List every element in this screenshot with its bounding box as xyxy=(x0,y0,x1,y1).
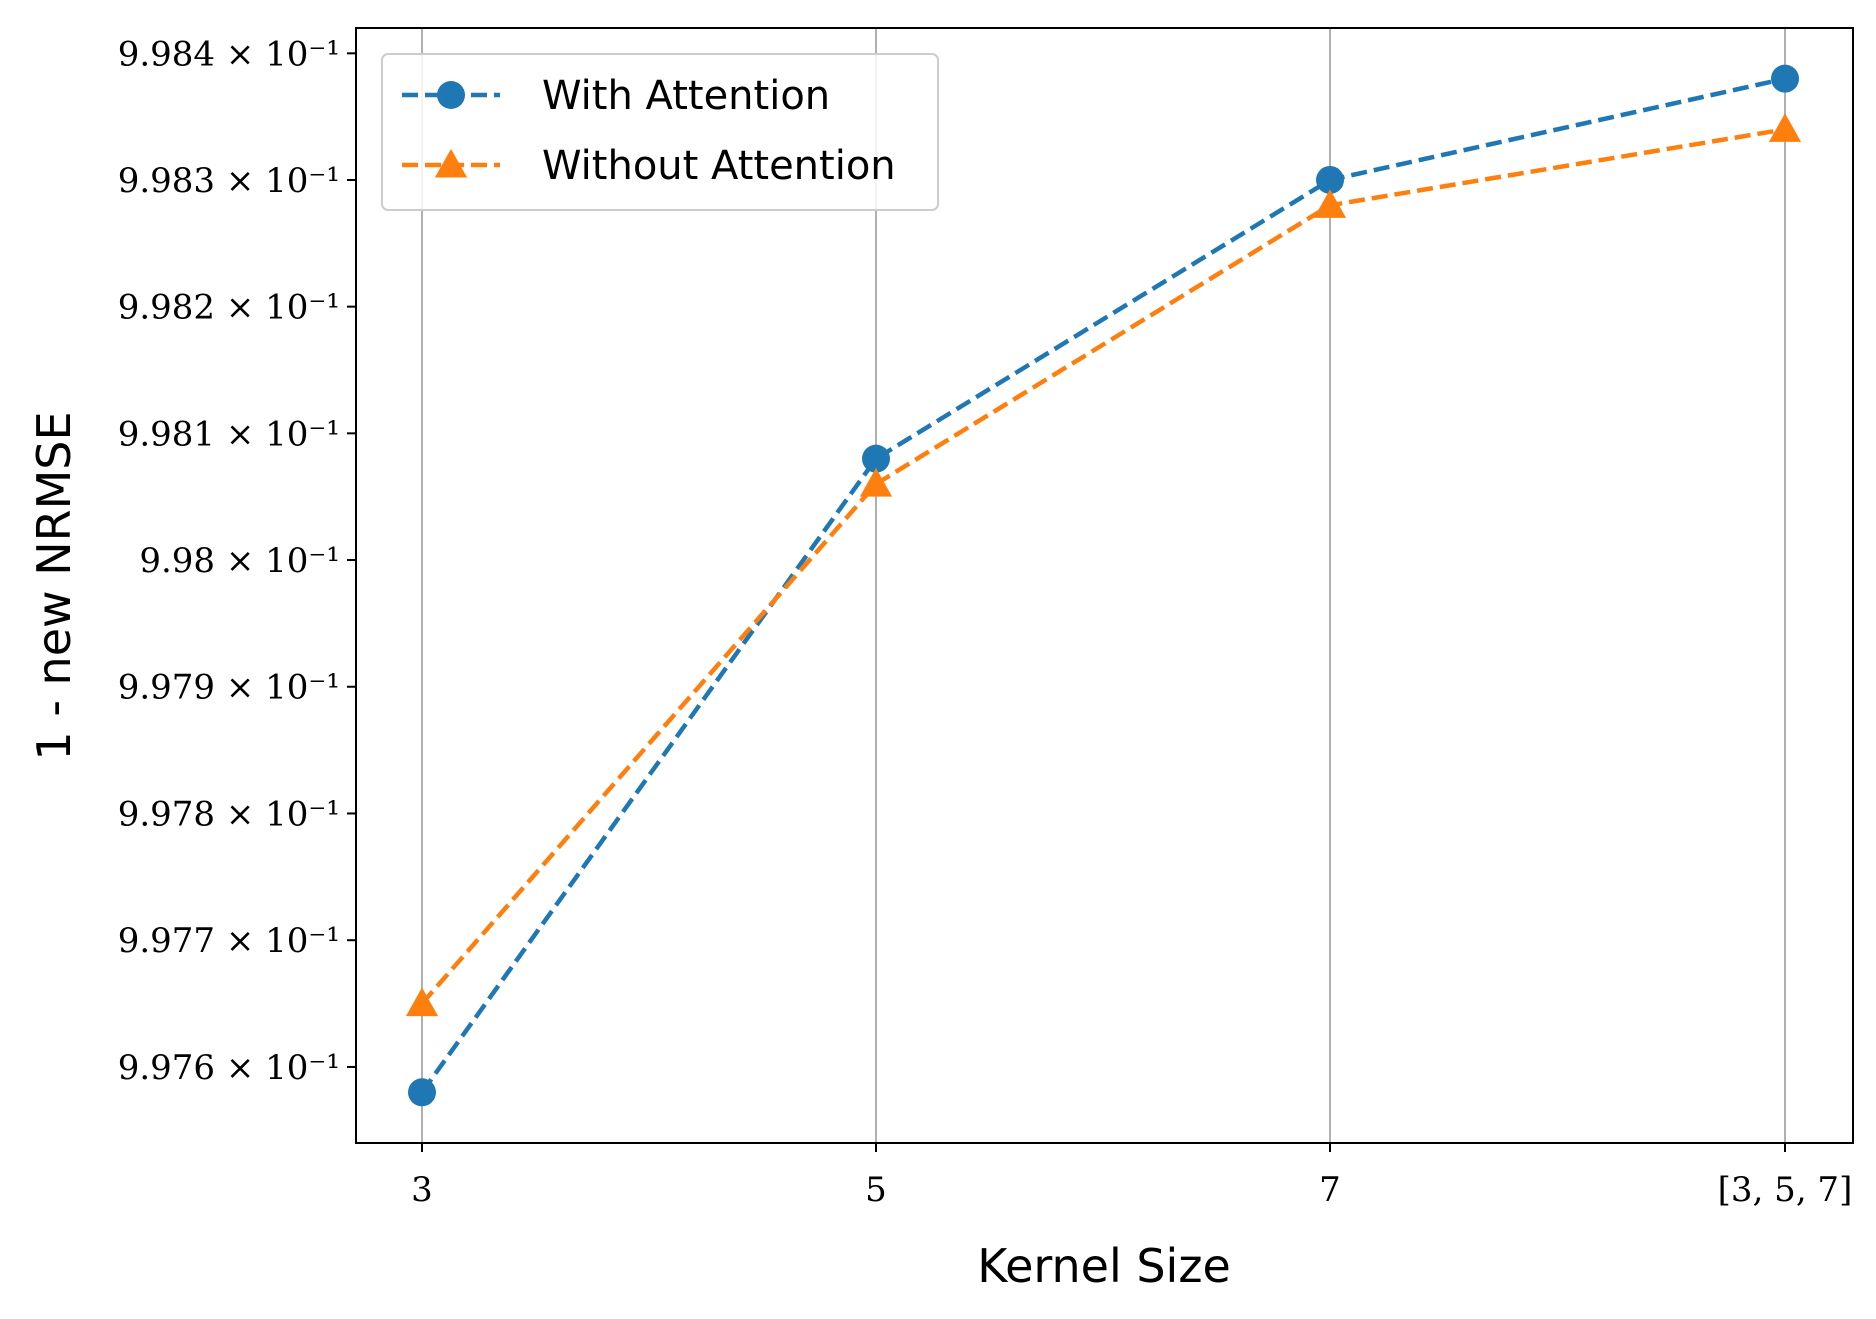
ticks-layer: 3 5 7 [3, 5, 7] 9.976 × 10⁻¹ 9.977 × 10⁻¹ 9.97… xyxy=(118,34,1853,1210)
data-point-with-attention xyxy=(1316,165,1344,194)
data-point-without-attention xyxy=(405,987,439,1017)
x-tick-label: 7 xyxy=(1319,1170,1341,1210)
legend-label-without-attention: Without Attention xyxy=(542,143,896,189)
x-axis-label: Kernel Size xyxy=(977,1239,1231,1293)
legend-marker-without-attention xyxy=(434,148,468,178)
y-tick-label: 9.983 × 10⁻¹ xyxy=(118,161,340,201)
x-tick-label: [3, 5, 7] xyxy=(1718,1170,1853,1210)
legend-label-with-attention: With Attention xyxy=(542,73,830,119)
legend-marker-with-attention xyxy=(437,81,465,109)
y-tick-label: 9.982 × 10⁻¹ xyxy=(118,288,340,328)
series-line-without-attention xyxy=(420,127,1786,1006)
y-tick-label: 9.976 × 10⁻¹ xyxy=(118,1048,340,1088)
plot-frame xyxy=(355,27,1854,1144)
data-point-without-attention xyxy=(859,467,893,497)
y-tick-label: 9.978 × 10⁻¹ xyxy=(118,794,340,834)
y-tick-label: 9.979 × 10⁻¹ xyxy=(118,668,340,708)
x-tick-label: 5 xyxy=(865,1170,887,1210)
series-layer xyxy=(405,64,1802,1107)
y-tick-label: 9.981 × 10⁻¹ xyxy=(118,414,340,454)
y-tick-label: 9.977 × 10⁻¹ xyxy=(118,921,340,961)
data-point-with-attention xyxy=(862,444,890,473)
data-point-with-attention xyxy=(408,1078,436,1107)
y-tick-label: 9.984 × 10⁻¹ xyxy=(118,34,340,74)
legend-box xyxy=(381,53,939,211)
data-point-without-attention xyxy=(1768,113,1802,142)
data-point-with-attention xyxy=(1771,64,1799,93)
legend: With Attention Without Attention xyxy=(381,53,939,211)
series-line-with-attention xyxy=(420,76,1786,1094)
y-axis-label: 1 - new NRMSE xyxy=(27,411,81,760)
data-point-without-attention xyxy=(1313,189,1347,218)
x-tick-label: 3 xyxy=(411,1170,433,1210)
y-tick-label: 9.98 × 10⁻¹ xyxy=(139,541,340,581)
